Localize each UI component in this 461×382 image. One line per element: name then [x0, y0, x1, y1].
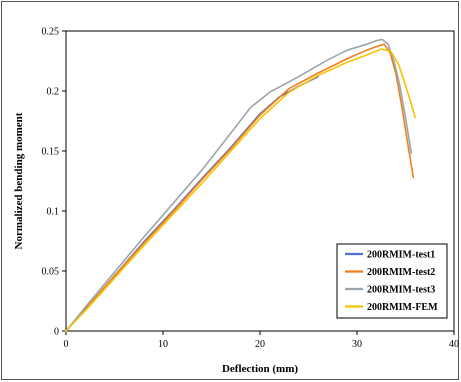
- x-axis: 0 10 20 30 40: [64, 331, 459, 350]
- y-tick-label: 0.15: [42, 147, 60, 158]
- y-tick-label: 0.2: [47, 87, 60, 98]
- y-tick-label: 0: [54, 327, 59, 338]
- legend-label: 200RMIM-test1: [367, 250, 435, 261]
- series-line-4: [65, 48, 417, 332]
- series-line-1: [65, 75, 320, 332]
- x-tick-label: 30: [352, 339, 362, 350]
- y-tick-label: 0.1: [47, 207, 60, 218]
- series-line-3: [65, 38, 413, 332]
- x-tick-label: 40: [449, 339, 459, 350]
- legend: 200RMIM-test1 200RMIM-test2 200RMIM-test3 2…: [336, 243, 448, 319]
- y-axis: 0 0.05 0.1 0.15 0.2 0.25: [42, 27, 66, 338]
- legend-label: 200RMIM-FEM: [367, 302, 438, 313]
- x-axis-title: Deflection (mm): [222, 363, 298, 375]
- legend-label: 200RMIM-test2: [367, 267, 435, 278]
- y-tick-label: 0.25: [42, 27, 60, 38]
- y-axis-title: Normalized bending moment: [13, 112, 25, 249]
- x-tick-label: 20: [255, 339, 265, 350]
- x-tick-label: 10: [158, 339, 168, 350]
- series-layer: [65, 38, 417, 332]
- series-line-2: [65, 43, 415, 332]
- legend-label: 200RMIM-test3: [367, 285, 435, 296]
- x-tick-label: 0: [64, 339, 69, 350]
- y-tick-label: 0.05: [42, 267, 60, 278]
